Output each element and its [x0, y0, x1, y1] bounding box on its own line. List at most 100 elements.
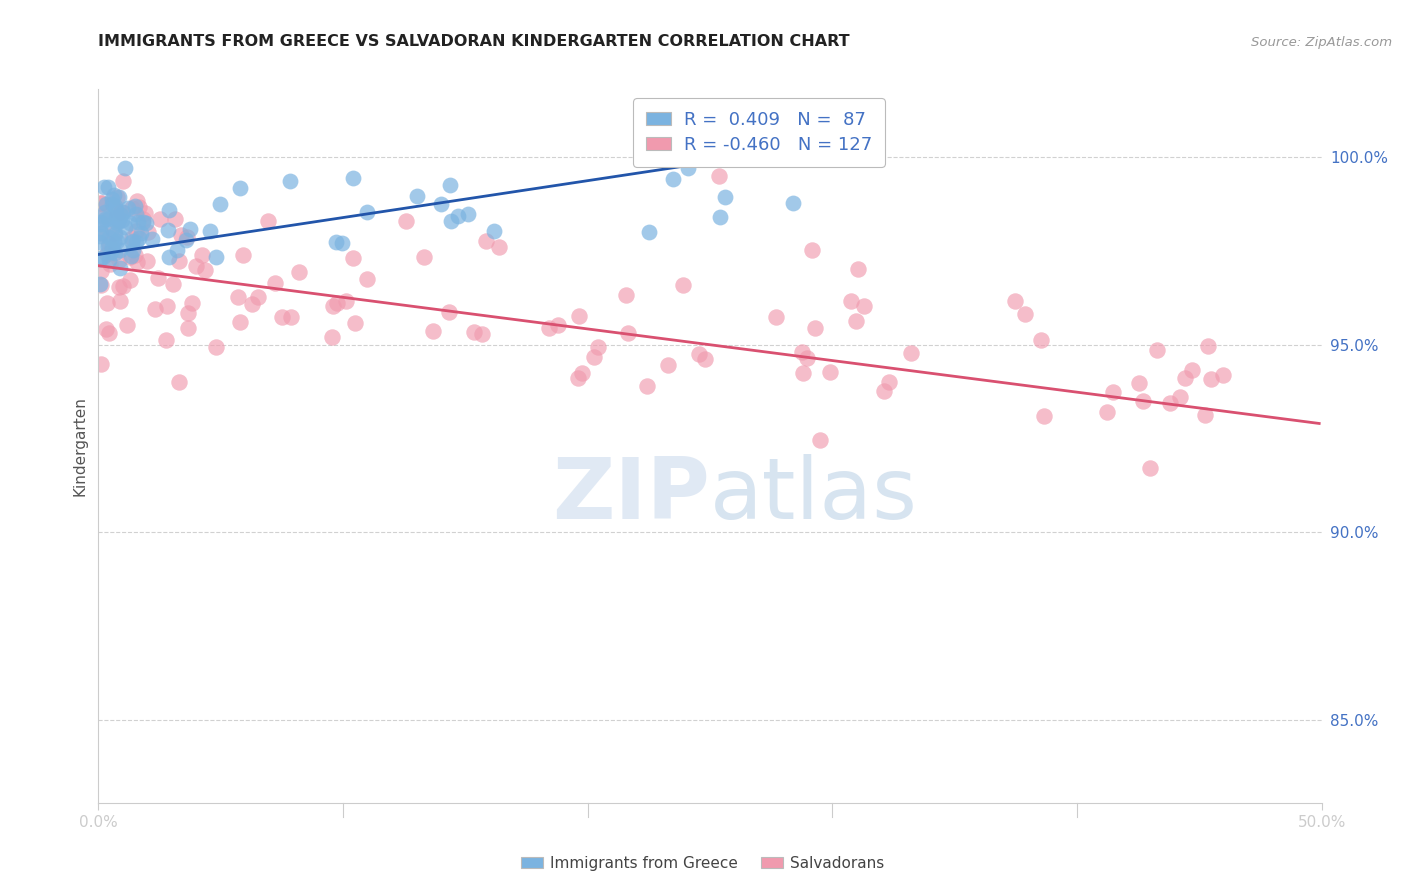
Point: [125, 207, 148, 221]
Point: [1031, 333, 1053, 347]
Point: [108, 280, 131, 294]
Point: [162, 277, 184, 291]
Point: [342, 252, 364, 266]
Point: [1033, 409, 1056, 423]
Point: [568, 309, 591, 323]
Point: [97, 211, 120, 226]
Point: [280, 310, 302, 324]
Point: [1132, 394, 1154, 409]
Point: [166, 243, 188, 257]
Point: [638, 225, 661, 239]
Point: [91, 250, 114, 264]
Point: [246, 290, 269, 304]
Point: [180, 296, 202, 310]
Point: [474, 235, 496, 249]
Point: [440, 214, 463, 228]
Point: [208, 196, 231, 211]
Point: [471, 327, 494, 342]
Point: [111, 213, 134, 227]
Point: [105, 216, 128, 230]
Point: [97, 326, 120, 340]
Point: [792, 344, 814, 359]
Point: [97, 239, 120, 253]
Point: [796, 351, 818, 366]
Point: [176, 320, 198, 334]
Point: [108, 230, 131, 244]
Point: [134, 206, 156, 220]
Point: [616, 288, 638, 302]
Point: [112, 174, 135, 188]
Point: [155, 333, 177, 347]
Point: [157, 250, 180, 264]
Point: [439, 305, 461, 319]
Point: [846, 262, 869, 277]
Point: [94, 322, 117, 336]
Point: [108, 260, 131, 275]
Point: [128, 200, 150, 214]
Point: [636, 379, 658, 393]
Point: [1181, 363, 1204, 377]
Point: [194, 262, 217, 277]
Point: [792, 367, 814, 381]
Point: [852, 299, 875, 313]
Point: [125, 235, 148, 249]
Point: [288, 265, 311, 279]
Text: IMMIGRANTS FROM GREECE VS SALVADORAN KINDERGARTEN CORRELATION CHART: IMMIGRANTS FROM GREECE VS SALVADORAN KIN…: [98, 34, 851, 49]
Point: [107, 206, 129, 220]
Legend: Immigrants from Greece, Salvadorans: Immigrants from Greece, Salvadorans: [516, 850, 890, 877]
Point: [232, 248, 254, 262]
Point: [322, 299, 344, 313]
Point: [877, 375, 900, 389]
Y-axis label: Kindergarten: Kindergarten: [72, 396, 87, 496]
Point: [90, 196, 112, 211]
Point: [93, 180, 115, 194]
Point: [105, 210, 128, 224]
Point: [657, 358, 679, 372]
Point: [110, 208, 132, 222]
Point: [101, 197, 124, 211]
Point: [90, 263, 112, 277]
Point: [330, 236, 353, 251]
Point: [176, 233, 198, 247]
Point: [714, 190, 737, 204]
Point: [782, 196, 804, 211]
Point: [264, 276, 287, 290]
Point: [90, 278, 112, 293]
Point: [112, 204, 135, 219]
Point: [141, 232, 163, 246]
Point: [89, 252, 111, 266]
Point: [132, 215, 155, 229]
Point: [204, 340, 226, 354]
Point: [104, 227, 127, 241]
Point: [1128, 376, 1150, 391]
Point: [121, 231, 143, 245]
Point: [110, 205, 132, 219]
Point: [103, 226, 125, 240]
Point: [96, 247, 118, 261]
Point: [93, 209, 115, 223]
Point: [176, 230, 198, 244]
Point: [547, 318, 569, 332]
Point: [406, 189, 429, 203]
Point: [463, 325, 485, 339]
Point: [101, 221, 124, 235]
Point: [394, 213, 416, 227]
Point: [156, 299, 179, 313]
Point: [1159, 396, 1181, 410]
Point: [121, 234, 143, 248]
Point: [108, 190, 131, 204]
Point: [136, 225, 159, 239]
Point: [1212, 368, 1234, 382]
Point: [439, 178, 461, 193]
Point: [1197, 339, 1219, 353]
Point: [114, 161, 136, 175]
Point: [803, 321, 825, 335]
Point: [100, 257, 122, 271]
Point: [482, 224, 505, 238]
Point: [583, 351, 606, 365]
Point: [356, 272, 378, 286]
Point: [335, 294, 357, 309]
Point: [200, 224, 222, 238]
Point: [107, 213, 129, 227]
Point: [110, 293, 132, 308]
